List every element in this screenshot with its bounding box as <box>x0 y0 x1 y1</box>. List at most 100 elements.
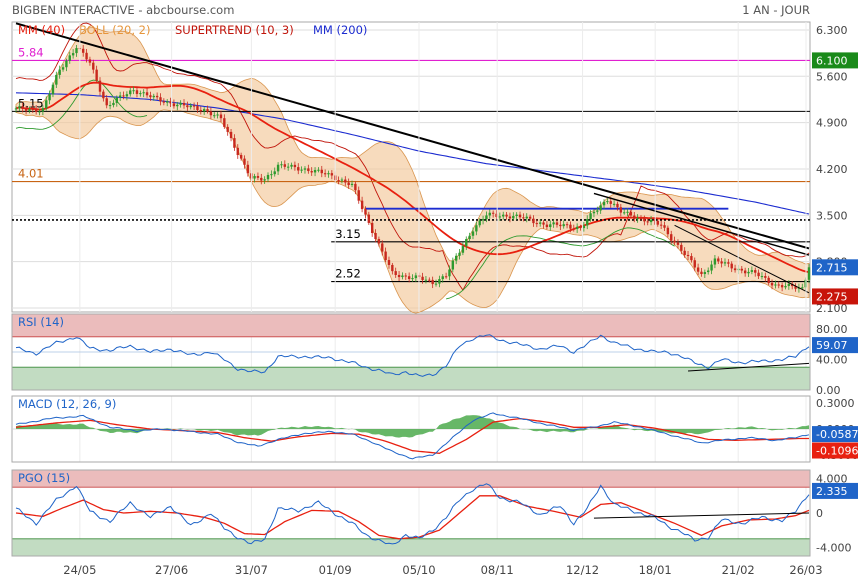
candle-body <box>777 284 780 286</box>
price-level-label: 2.52 <box>335 267 361 281</box>
candle-body <box>145 92 149 96</box>
candle-body <box>653 219 656 221</box>
candle-body <box>196 106 199 110</box>
candle-body <box>475 225 478 232</box>
candle-body <box>115 97 119 103</box>
candle-body <box>458 252 461 256</box>
candle-body <box>38 111 41 113</box>
candle-body <box>424 279 428 281</box>
x-tick-label: 12/12 <box>566 563 599 577</box>
candle-body <box>270 174 273 176</box>
candle-body <box>569 224 572 229</box>
candle-body <box>663 225 666 228</box>
candle-body <box>354 183 357 191</box>
candle-body <box>639 218 643 220</box>
candle-body <box>528 216 532 219</box>
candle-body <box>283 164 287 167</box>
candle-body <box>85 52 88 60</box>
candle-body <box>162 101 166 103</box>
candle-body <box>125 94 129 97</box>
pgo-tick-label: 0 <box>816 507 823 520</box>
x-tick-label: 08/11 <box>481 563 514 577</box>
candle-body <box>223 118 226 127</box>
candle-body <box>75 48 78 54</box>
price-tick-label: 2.100 <box>816 302 848 315</box>
candle-body <box>290 164 293 167</box>
candle-body <box>710 264 713 271</box>
candle-body <box>65 60 68 68</box>
candle-body <box>629 211 633 216</box>
supertrend-badge: 2.275 <box>816 290 848 303</box>
candle-body <box>202 109 206 112</box>
candle-body <box>491 212 495 214</box>
candle-body <box>555 222 559 225</box>
candle-body <box>166 101 169 103</box>
candle-body <box>579 226 582 229</box>
candle-body <box>243 158 246 165</box>
candle-body <box>612 203 616 205</box>
candle-body <box>176 104 179 107</box>
candle-body <box>209 111 213 116</box>
legend-entry: BOLL (20, 2) <box>79 23 150 37</box>
price-panel <box>11 21 811 313</box>
candle-body <box>505 214 508 217</box>
rsi-tick-label: 40.00 <box>816 354 848 367</box>
candle-body <box>88 59 92 63</box>
candle-body <box>481 219 485 221</box>
candle-body <box>14 108 18 110</box>
x-tick-label: 26/03 <box>789 563 822 577</box>
macd-histogram <box>16 415 809 438</box>
legend-entry: SUPERTREND (10, 3) <box>175 23 294 37</box>
candle-body <box>606 201 609 203</box>
macd-signal-badge-bg <box>812 442 858 459</box>
candle-body <box>58 69 61 75</box>
candle-body <box>784 285 787 288</box>
candle-body <box>448 269 451 277</box>
candle-body <box>152 95 155 98</box>
candle-body <box>706 270 710 273</box>
rsi-last-badge: 59.07 <box>816 339 848 352</box>
candle-body <box>280 164 283 166</box>
candle-body <box>41 108 45 112</box>
candle-body <box>28 108 31 111</box>
candle-body <box>693 260 696 268</box>
x-tick-label: 24/05 <box>63 563 96 577</box>
candle-body <box>609 201 612 204</box>
candle-body <box>717 258 720 262</box>
candle-body <box>112 102 115 106</box>
candle-body <box>545 224 549 228</box>
candle-body <box>21 106 24 109</box>
candle-body <box>700 271 703 275</box>
candle-body <box>727 262 730 264</box>
x-tick-label: 31/07 <box>235 563 268 577</box>
candle-body <box>108 105 112 107</box>
candle-body <box>105 98 108 106</box>
macd-signal-badge: -0.1096 <box>816 445 858 458</box>
candle-body <box>149 95 152 98</box>
candle-body <box>538 222 542 224</box>
candle-body <box>135 90 139 94</box>
candle-body <box>438 279 441 284</box>
price-level-label: 3.15 <box>335 227 361 241</box>
candle-body <box>444 276 448 278</box>
supertrend-line <box>15 22 810 291</box>
candle-body <box>690 256 693 261</box>
candle-body <box>132 90 135 92</box>
macd-last-badge: -0.0587 <box>816 428 858 441</box>
rsi-last-badge-bg <box>812 337 858 354</box>
candle-body <box>286 166 290 168</box>
price-level-label: 5.15 <box>18 96 44 110</box>
candle-body <box>525 216 528 219</box>
candle-body <box>401 275 404 278</box>
candle-body <box>122 95 125 97</box>
price-tick-label: 3.500 <box>816 209 848 222</box>
candle-body <box>713 258 717 265</box>
price-level-badge-bg <box>812 52 858 69</box>
candle-body <box>686 254 690 257</box>
candle-body <box>320 169 323 174</box>
pgo-lower-zone <box>12 538 810 556</box>
legend-entry: MACD (12, 26, 9) <box>18 397 116 411</box>
mm200-line <box>15 92 810 215</box>
candle-body <box>260 177 263 181</box>
candle-body <box>780 285 784 288</box>
